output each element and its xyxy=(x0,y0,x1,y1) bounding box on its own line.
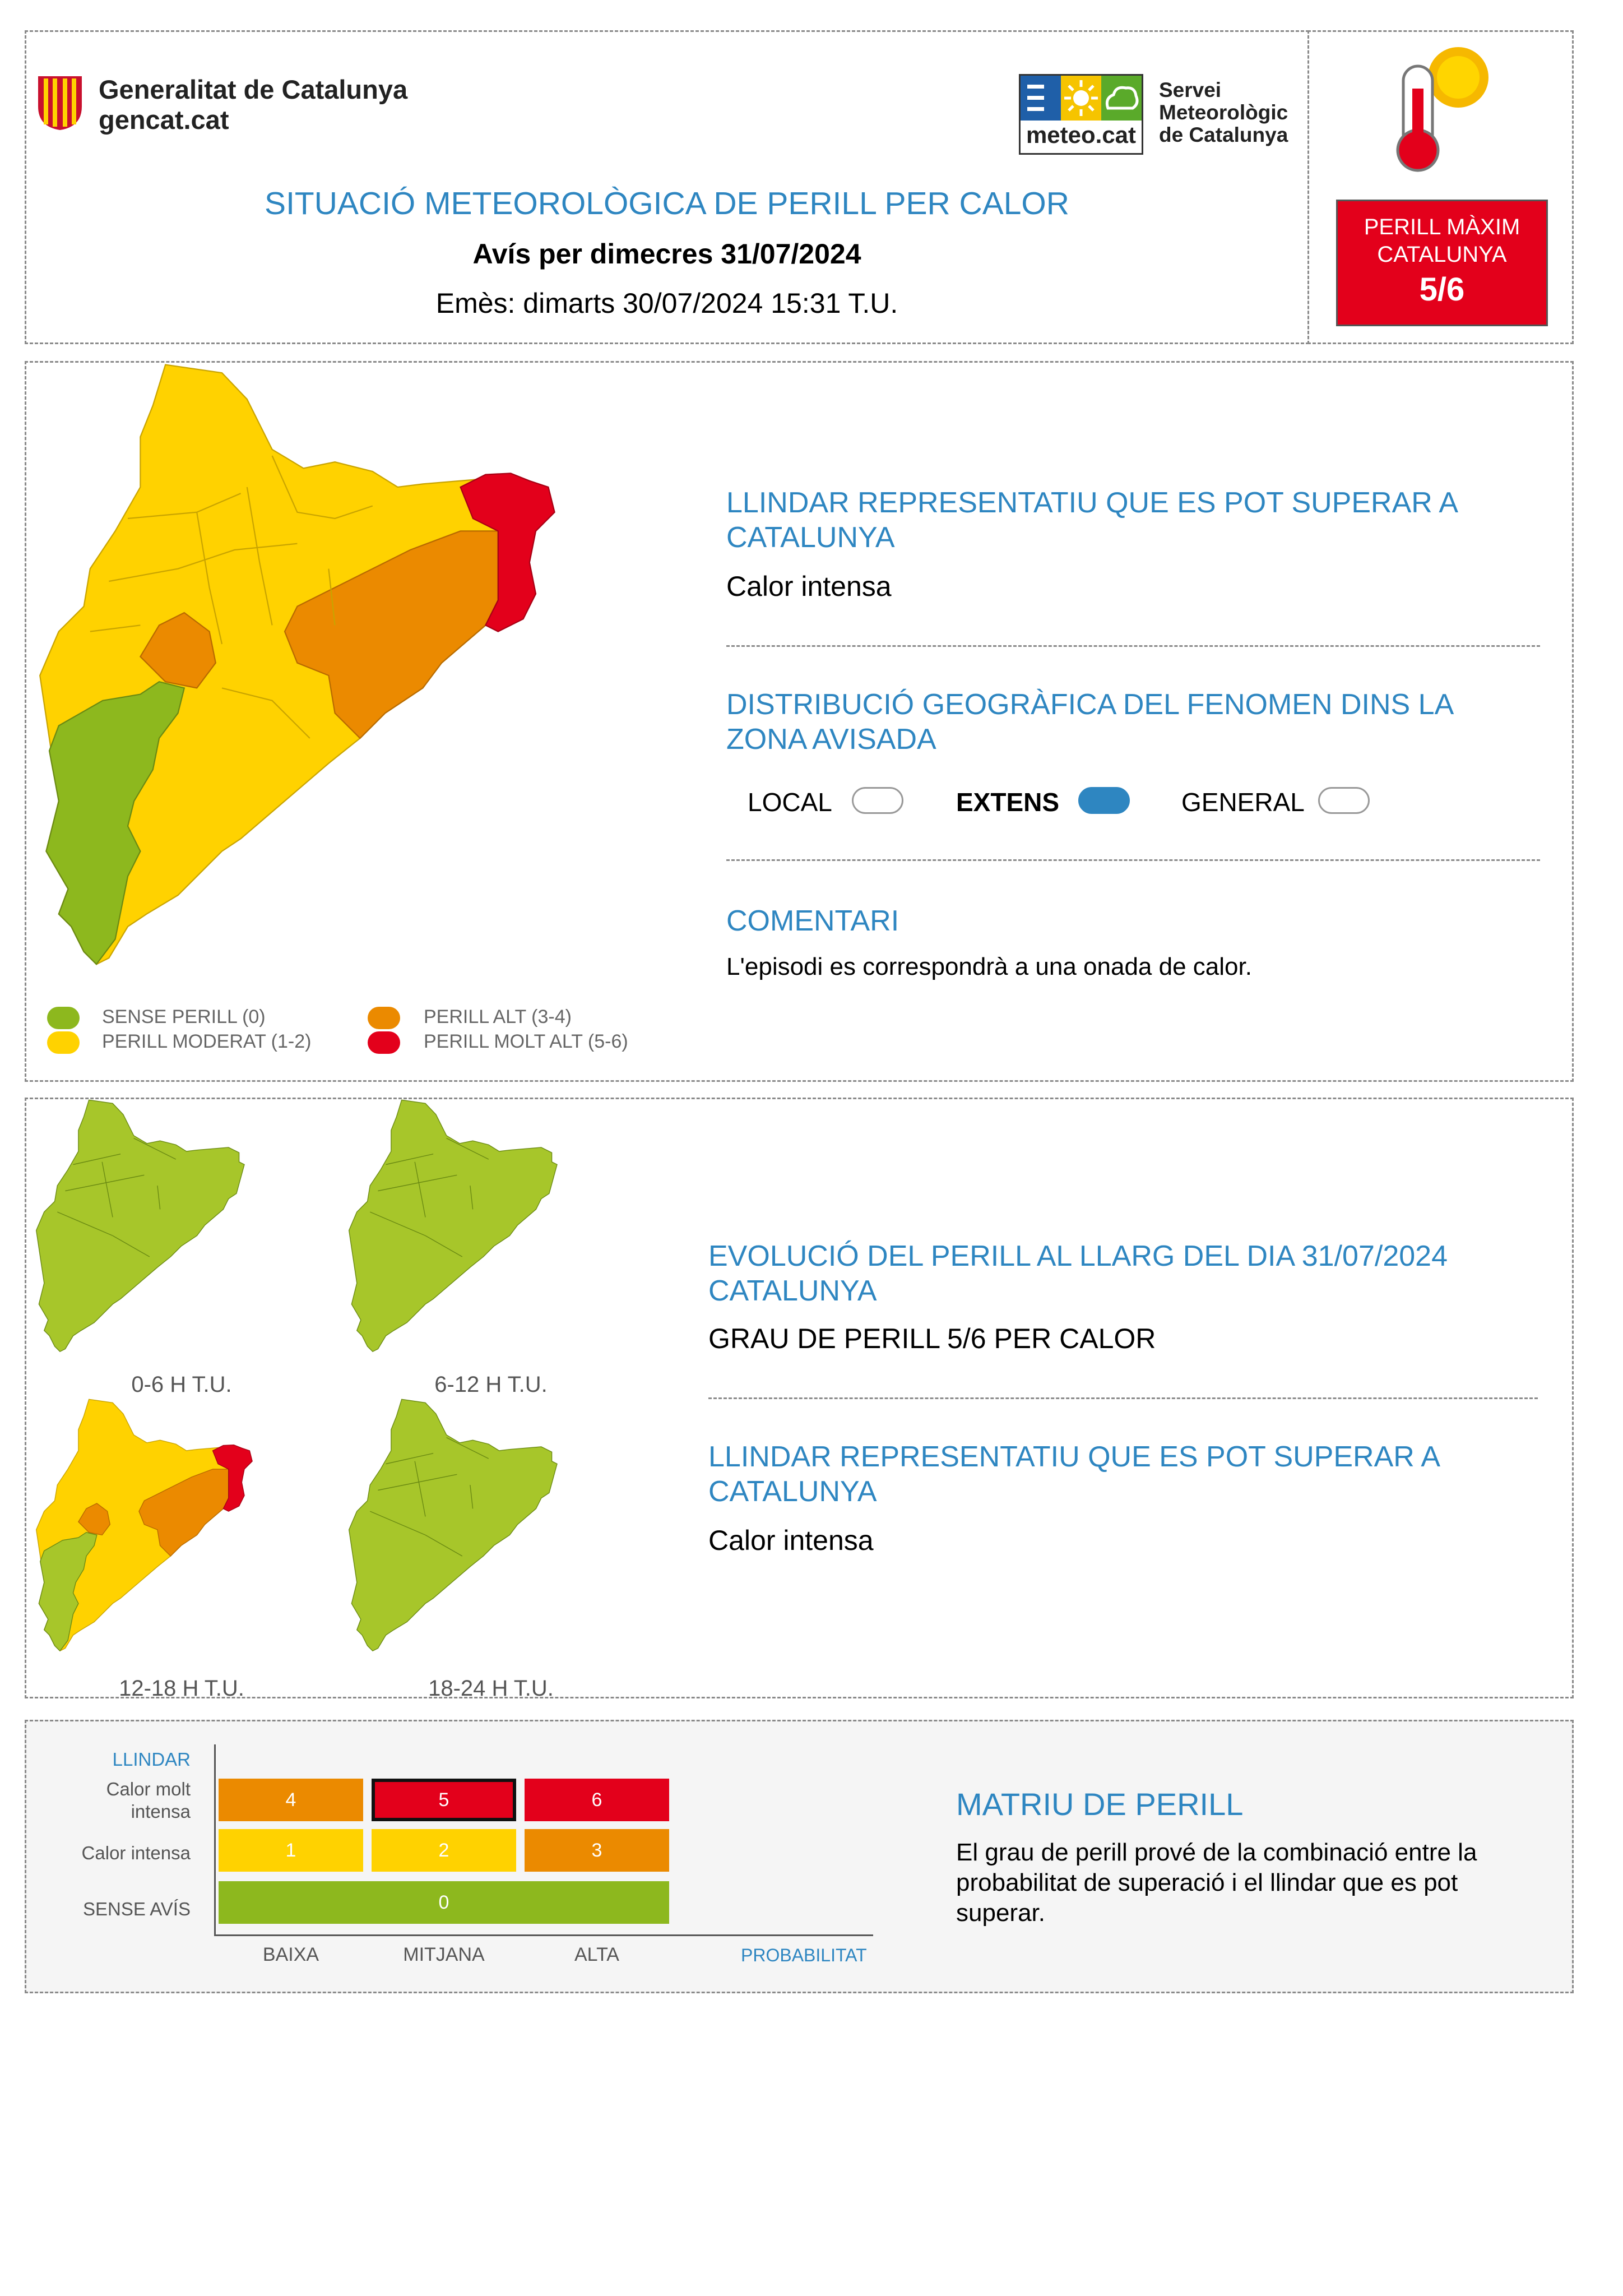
matrix-row-label-2: Calor molt intensa xyxy=(106,1779,191,1822)
dist-general-toggle xyxy=(1318,787,1370,814)
matrix-cell-2: 2 xyxy=(372,1829,516,1872)
matrix-y-title: LLINDAR xyxy=(112,1749,191,1770)
badge-line1: PERILL MÀXIM xyxy=(1364,215,1520,239)
evolution-title: EVOLUCIÓ DEL PERILL AL LLARG DEL DIA 31/… xyxy=(708,1240,1448,1307)
caption-18-24: 18-24 H T.U. xyxy=(428,1676,554,1701)
legend-dot-yellow xyxy=(47,1031,80,1054)
evolution-threshold-value: Calor intensa xyxy=(708,1525,874,1556)
evolution-map-18-24 xyxy=(346,1398,610,1661)
dist-general-label: GENERAL xyxy=(1181,788,1305,817)
caption-0-6: 0-6 H T.U. xyxy=(131,1372,232,1397)
matrix-col-mitjana: MITJANA xyxy=(403,1944,485,1965)
matrix-col-baixa: BAIXA xyxy=(262,1944,319,1965)
page-subtitle: Avís per dimecres 31/07/2024 xyxy=(472,238,861,270)
matrix-cell-5: 5 xyxy=(372,1779,516,1821)
legend-dot-orange xyxy=(368,1007,400,1029)
legend-label-green: SENSE PERILL (0) xyxy=(102,1006,266,1027)
matrix-cell-1: 1 xyxy=(219,1829,363,1872)
divider-3 xyxy=(708,1397,1538,1399)
matrix-row-label-0: SENSE AVÍS xyxy=(83,1899,191,1919)
matrix-y-axis xyxy=(214,1744,216,1936)
divider-2 xyxy=(726,859,1540,861)
smc-line1: Servei xyxy=(1159,78,1222,101)
dist-extens-label: EXTENS xyxy=(956,788,1060,817)
threshold-value: Calor intensa xyxy=(726,571,892,602)
comment-title: COMENTARI xyxy=(726,905,899,937)
badge-level: 5/6 xyxy=(1419,271,1465,308)
max-danger-badge: PERILL MÀXIM CATALUNYA 5/6 xyxy=(1336,200,1548,326)
meteocat-icons xyxy=(1021,76,1142,121)
smc-line3: de Catalunya xyxy=(1159,123,1288,146)
matrix-description: El grau de perill prové de la combinació… xyxy=(956,1839,1477,1927)
map-section-box xyxy=(25,361,1574,1082)
page-title: SITUACIÓ METEOROLÒGICA DE PERILL PER CAL… xyxy=(265,186,1069,221)
matrix-cell-4: 4 xyxy=(219,1779,363,1821)
evolution-map-6-12 xyxy=(346,1099,610,1362)
legend-dot-red xyxy=(368,1031,400,1054)
badge-line2: CATALUNYA xyxy=(1377,242,1507,267)
legend-label-red: PERILL MOLT ALT (5-6) xyxy=(424,1031,628,1052)
meteocat-text: meteo.cat xyxy=(1026,122,1137,148)
dist-extens-toggle xyxy=(1078,787,1130,814)
thermometer-icon xyxy=(1390,44,1491,173)
matrix-cell-6: 6 xyxy=(525,1779,669,1821)
caption-6-12: 6-12 H T.U. xyxy=(434,1372,548,1397)
threshold-title: LLINDAR REPRESENTATIU QUE ES POT SUPERAR… xyxy=(726,487,1457,554)
smc-line2: Meteorològic xyxy=(1159,101,1288,124)
gencat-logo xyxy=(36,73,84,131)
dist-local-label: LOCAL xyxy=(748,788,832,817)
catalonia-map-main xyxy=(34,362,661,989)
evolution-threshold-title: LLINDAR REPRESENTATIU QUE ES POT SUPERAR… xyxy=(708,1441,1439,1508)
evolution-value: GRAU DE PERILL 5/6 PER CALOR xyxy=(708,1323,1156,1354)
distribution-title: DISTRIBUCIÓ GEOGRÀFICA DEL FENOMEN DINS … xyxy=(726,688,1453,756)
gencat-url: gencat.cat xyxy=(99,105,229,135)
evolution-section-box xyxy=(25,1098,1574,1698)
matrix-title: MATRIU DE PERILL xyxy=(956,1786,1244,1822)
matrix-cell-3: 3 xyxy=(525,1829,669,1872)
header-badge-box xyxy=(1307,30,1574,344)
caption-12-18: 12-18 H T.U. xyxy=(119,1676,244,1701)
matrix-cell-0: 0 xyxy=(219,1881,669,1924)
meteocat-logo: meteo.cat xyxy=(1019,74,1143,155)
evolution-map-12-18 xyxy=(34,1398,297,1661)
divider-1 xyxy=(726,645,1540,647)
gencat-name: Generalitat de Catalunya xyxy=(99,75,408,104)
issued-date: Emès: dimarts 30/07/2024 15:31 T.U. xyxy=(435,288,898,319)
comment-text: L'episodi es correspondrà a una onada de… xyxy=(726,953,1252,980)
matrix-x-axis xyxy=(214,1934,873,1936)
matrix-row-label-1: Calor intensa xyxy=(81,1843,191,1863)
matrix-x-title: PROBABILITAT xyxy=(741,1945,867,1965)
legend-label-yellow: PERILL MODERAT (1-2) xyxy=(102,1031,312,1052)
legend-label-orange: PERILL ALT (3-4) xyxy=(424,1006,572,1027)
evolution-map-0-6 xyxy=(34,1099,297,1362)
legend-dot-green xyxy=(47,1007,80,1029)
dist-local-toggle xyxy=(852,787,903,814)
matrix-col-alta: ALTA xyxy=(574,1944,619,1965)
gencat-emblem-icon xyxy=(38,76,82,130)
